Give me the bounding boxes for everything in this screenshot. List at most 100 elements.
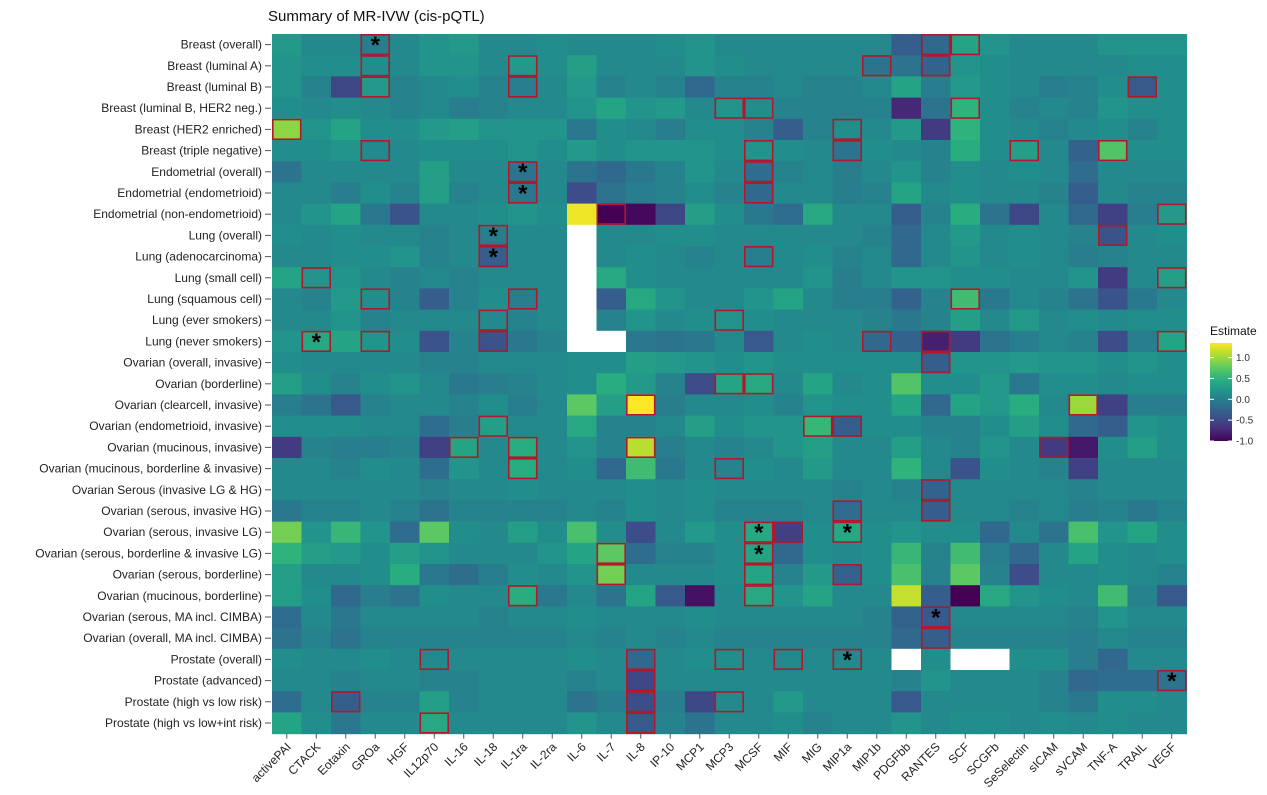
heatmap-cell (980, 436, 1011, 459)
heatmap-cell (744, 224, 775, 247)
heatmap-cell (1039, 267, 1070, 289)
heatmap-cell (980, 712, 1011, 735)
heatmap-cell (773, 585, 804, 607)
heatmap-cell (537, 34, 568, 56)
heatmap-cell (419, 458, 450, 480)
heatmap-cell (980, 55, 1011, 77)
heatmap-cell (508, 140, 539, 162)
heatmap-cell (331, 118, 362, 141)
heatmap-cell (685, 458, 716, 480)
heatmap-cell (272, 648, 303, 671)
heatmap-cell (1157, 712, 1188, 735)
heatmap-cell (1068, 288, 1099, 311)
heatmap-cell (537, 394, 568, 417)
heatmap-cell (360, 415, 391, 438)
column-label: IL-6 (564, 740, 589, 765)
row-label: Ovarian (serous, borderline) (113, 568, 262, 582)
heatmap-cell (626, 436, 657, 459)
heatmap-cell (950, 288, 981, 311)
heatmap-cell (537, 521, 568, 544)
heatmap-cell (921, 648, 952, 671)
heatmap-cell (272, 182, 303, 205)
heatmap-cell (714, 34, 745, 56)
heatmap-cell (360, 670, 391, 692)
heatmap-cell (714, 500, 745, 523)
heatmap-cell (1127, 97, 1158, 120)
heatmap-cell (685, 564, 716, 586)
heatmap-cell (537, 627, 568, 650)
heatmap-cell (980, 97, 1011, 120)
heatmap-cell (921, 670, 952, 692)
color-legend: Estimate 1.0 0.5 0.0 -0.5 -1.0 (1210, 324, 1257, 448)
heatmap-cell (1157, 34, 1188, 56)
heatmap-cell (390, 585, 421, 607)
heatmap-cell (862, 585, 893, 607)
heatmap-cell (685, 34, 716, 56)
heatmap-cell (832, 500, 863, 523)
column-label: Eotaxin (315, 740, 353, 778)
heatmap-cell (980, 352, 1011, 374)
heatmap-cell (980, 648, 1011, 671)
legend-tick-label: 0.5 (1236, 374, 1250, 385)
heatmap-cell (419, 479, 450, 501)
heatmap-cell (567, 118, 598, 141)
significance-border (507, 55, 538, 77)
heatmap-cell (1157, 76, 1188, 99)
heatmap-cell (773, 479, 804, 501)
heatmap-cell (596, 330, 627, 353)
heatmap-cell (419, 118, 450, 141)
heatmap-cell (744, 564, 775, 586)
heatmap-cell (714, 648, 745, 671)
heatmap-cell (1098, 352, 1129, 374)
heatmap-cell (1039, 55, 1070, 77)
heatmap-cell (537, 309, 568, 332)
heatmap-cell (1039, 34, 1070, 56)
heatmap-cell (596, 394, 627, 417)
heatmap-cell (803, 500, 834, 523)
heatmap-cell (921, 627, 952, 650)
heatmap-cell (1098, 564, 1129, 586)
row-label: Lung (adenocarcinoma) (135, 250, 262, 264)
column-label: activePAI (249, 740, 294, 785)
heatmap-cell (1098, 97, 1129, 120)
heatmap-cell (891, 267, 922, 289)
column-label: GROa (348, 740, 382, 774)
heatmap-cell (921, 309, 952, 332)
heatmap-cell (832, 670, 863, 692)
heatmap-cell (567, 670, 598, 692)
heatmap-cell (301, 564, 332, 586)
heatmap-cell (1009, 182, 1040, 205)
heatmap-cell (1098, 479, 1129, 501)
heatmap-cell (891, 373, 922, 395)
heatmap-cell (1098, 34, 1129, 56)
heatmap-cell (390, 288, 421, 311)
heatmap-cell (862, 97, 893, 120)
heatmap-cell (655, 97, 686, 120)
heatmap-cell (1009, 712, 1040, 735)
significance-border (596, 542, 626, 564)
heatmap-cell (773, 542, 804, 565)
heatmap-cell (390, 648, 421, 671)
heatmap-cell (301, 691, 332, 713)
heatmap-cell (360, 352, 391, 374)
heatmap-cell (390, 182, 421, 205)
column-label: IL-16 (442, 740, 471, 769)
heatmap-cell (950, 521, 981, 544)
heatmap-cell (921, 436, 952, 459)
significance-border (920, 627, 951, 649)
heatmap-cell (301, 118, 332, 141)
heatmap-cell (891, 415, 922, 438)
heatmap-cell (478, 394, 509, 417)
heatmap-cell (1157, 373, 1188, 395)
heatmap-cell (744, 288, 775, 311)
heatmap-cell (921, 97, 952, 120)
heatmap-cell (891, 394, 922, 417)
heatmap-cell (1009, 288, 1040, 311)
heatmap-cell (1157, 288, 1188, 311)
heatmap-cell (714, 458, 745, 480)
heatmap-cell (773, 224, 804, 247)
heatmap-cell (626, 458, 657, 480)
heatmap-cell (980, 542, 1011, 565)
heatmap-cell (832, 712, 863, 735)
heatmap-cell (301, 627, 332, 650)
